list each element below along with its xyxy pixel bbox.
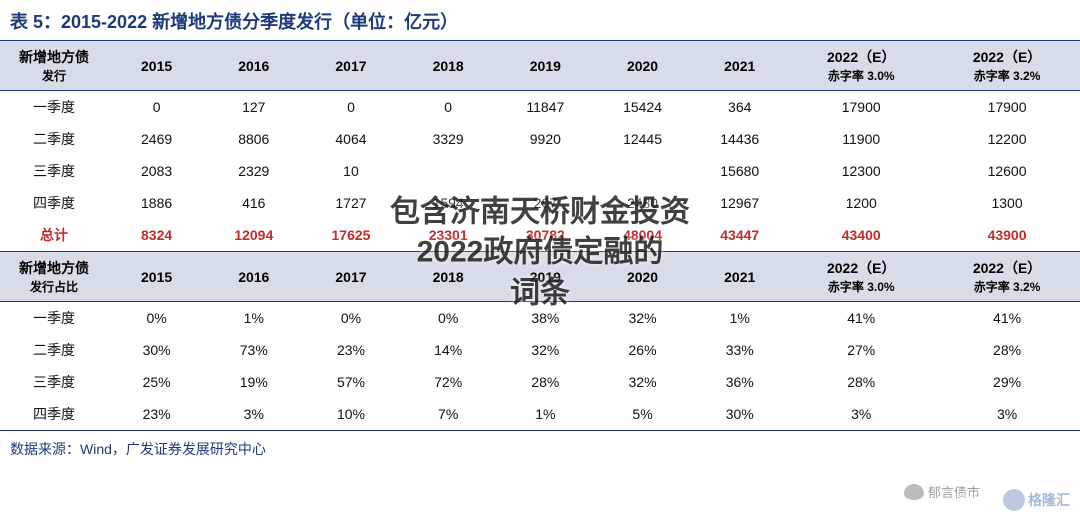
col-2022e-32: 2022（E）赤字率 3.2% [934,41,1080,91]
col-label: 新增地方债发行 [0,41,108,91]
table1-row-q2: 二季度2469880640643329992012445144361190012… [0,123,1080,155]
table2-row-q1: 一季度0%1%0%0%38%32%1%41%41% [0,302,1080,335]
col-2020: 2020 [594,41,691,91]
table1-row-q1: 一季度01270011847154243641790017900 [0,91,1080,124]
watermark-wechat: 郁言债市 [904,482,980,501]
watermark-gelonghui: 格隆汇 [1003,489,1070,511]
table1-row-total: 总计83241209417625233013078248004434474340… [0,219,1080,252]
table1-row-q4: 四季度18864161727159420724801296712001300 [0,187,1080,219]
col-2017: 2017 [302,41,399,91]
table-title: 表 5：2015-2022 新增地方债分季度发行（单位：亿元） [0,0,1080,40]
col-2016: 2016 [205,41,302,91]
table2-row-q3: 三季度25%19%57%72%28%32%36%28%29% [0,366,1080,398]
col-label-2: 新增地方债发行占比 [0,252,108,302]
table2-row-q2: 二季度30%73%23%14%32%26%33%27%28% [0,334,1080,366]
table1-header: 新增地方债发行 2015 2016 2017 2018 2019 2020 20… [0,41,1080,91]
col-2022e-30: 2022（E）赤字率 3.0% [788,41,934,91]
col-2018: 2018 [400,41,497,91]
data-source: 数据来源：Wind，广发证券发展研究中心 [0,431,1080,467]
bond-issuance-table: 新增地方债发行 2015 2016 2017 2018 2019 2020 20… [0,40,1080,431]
col-2021: 2021 [691,41,788,91]
table2-row-q4: 四季度23%3%10%7%1%5%30%3%3% [0,398,1080,431]
table1-row-q3: 三季度2083232910156801230012600 [0,155,1080,187]
table2-header: 新增地方债发行占比 2015 2016 2017 2018 2019 2020 … [0,252,1080,302]
col-2019: 2019 [497,41,594,91]
col-2015: 2015 [108,41,205,91]
wechat-icon [904,484,924,500]
gelonghui-icon [1003,489,1025,511]
